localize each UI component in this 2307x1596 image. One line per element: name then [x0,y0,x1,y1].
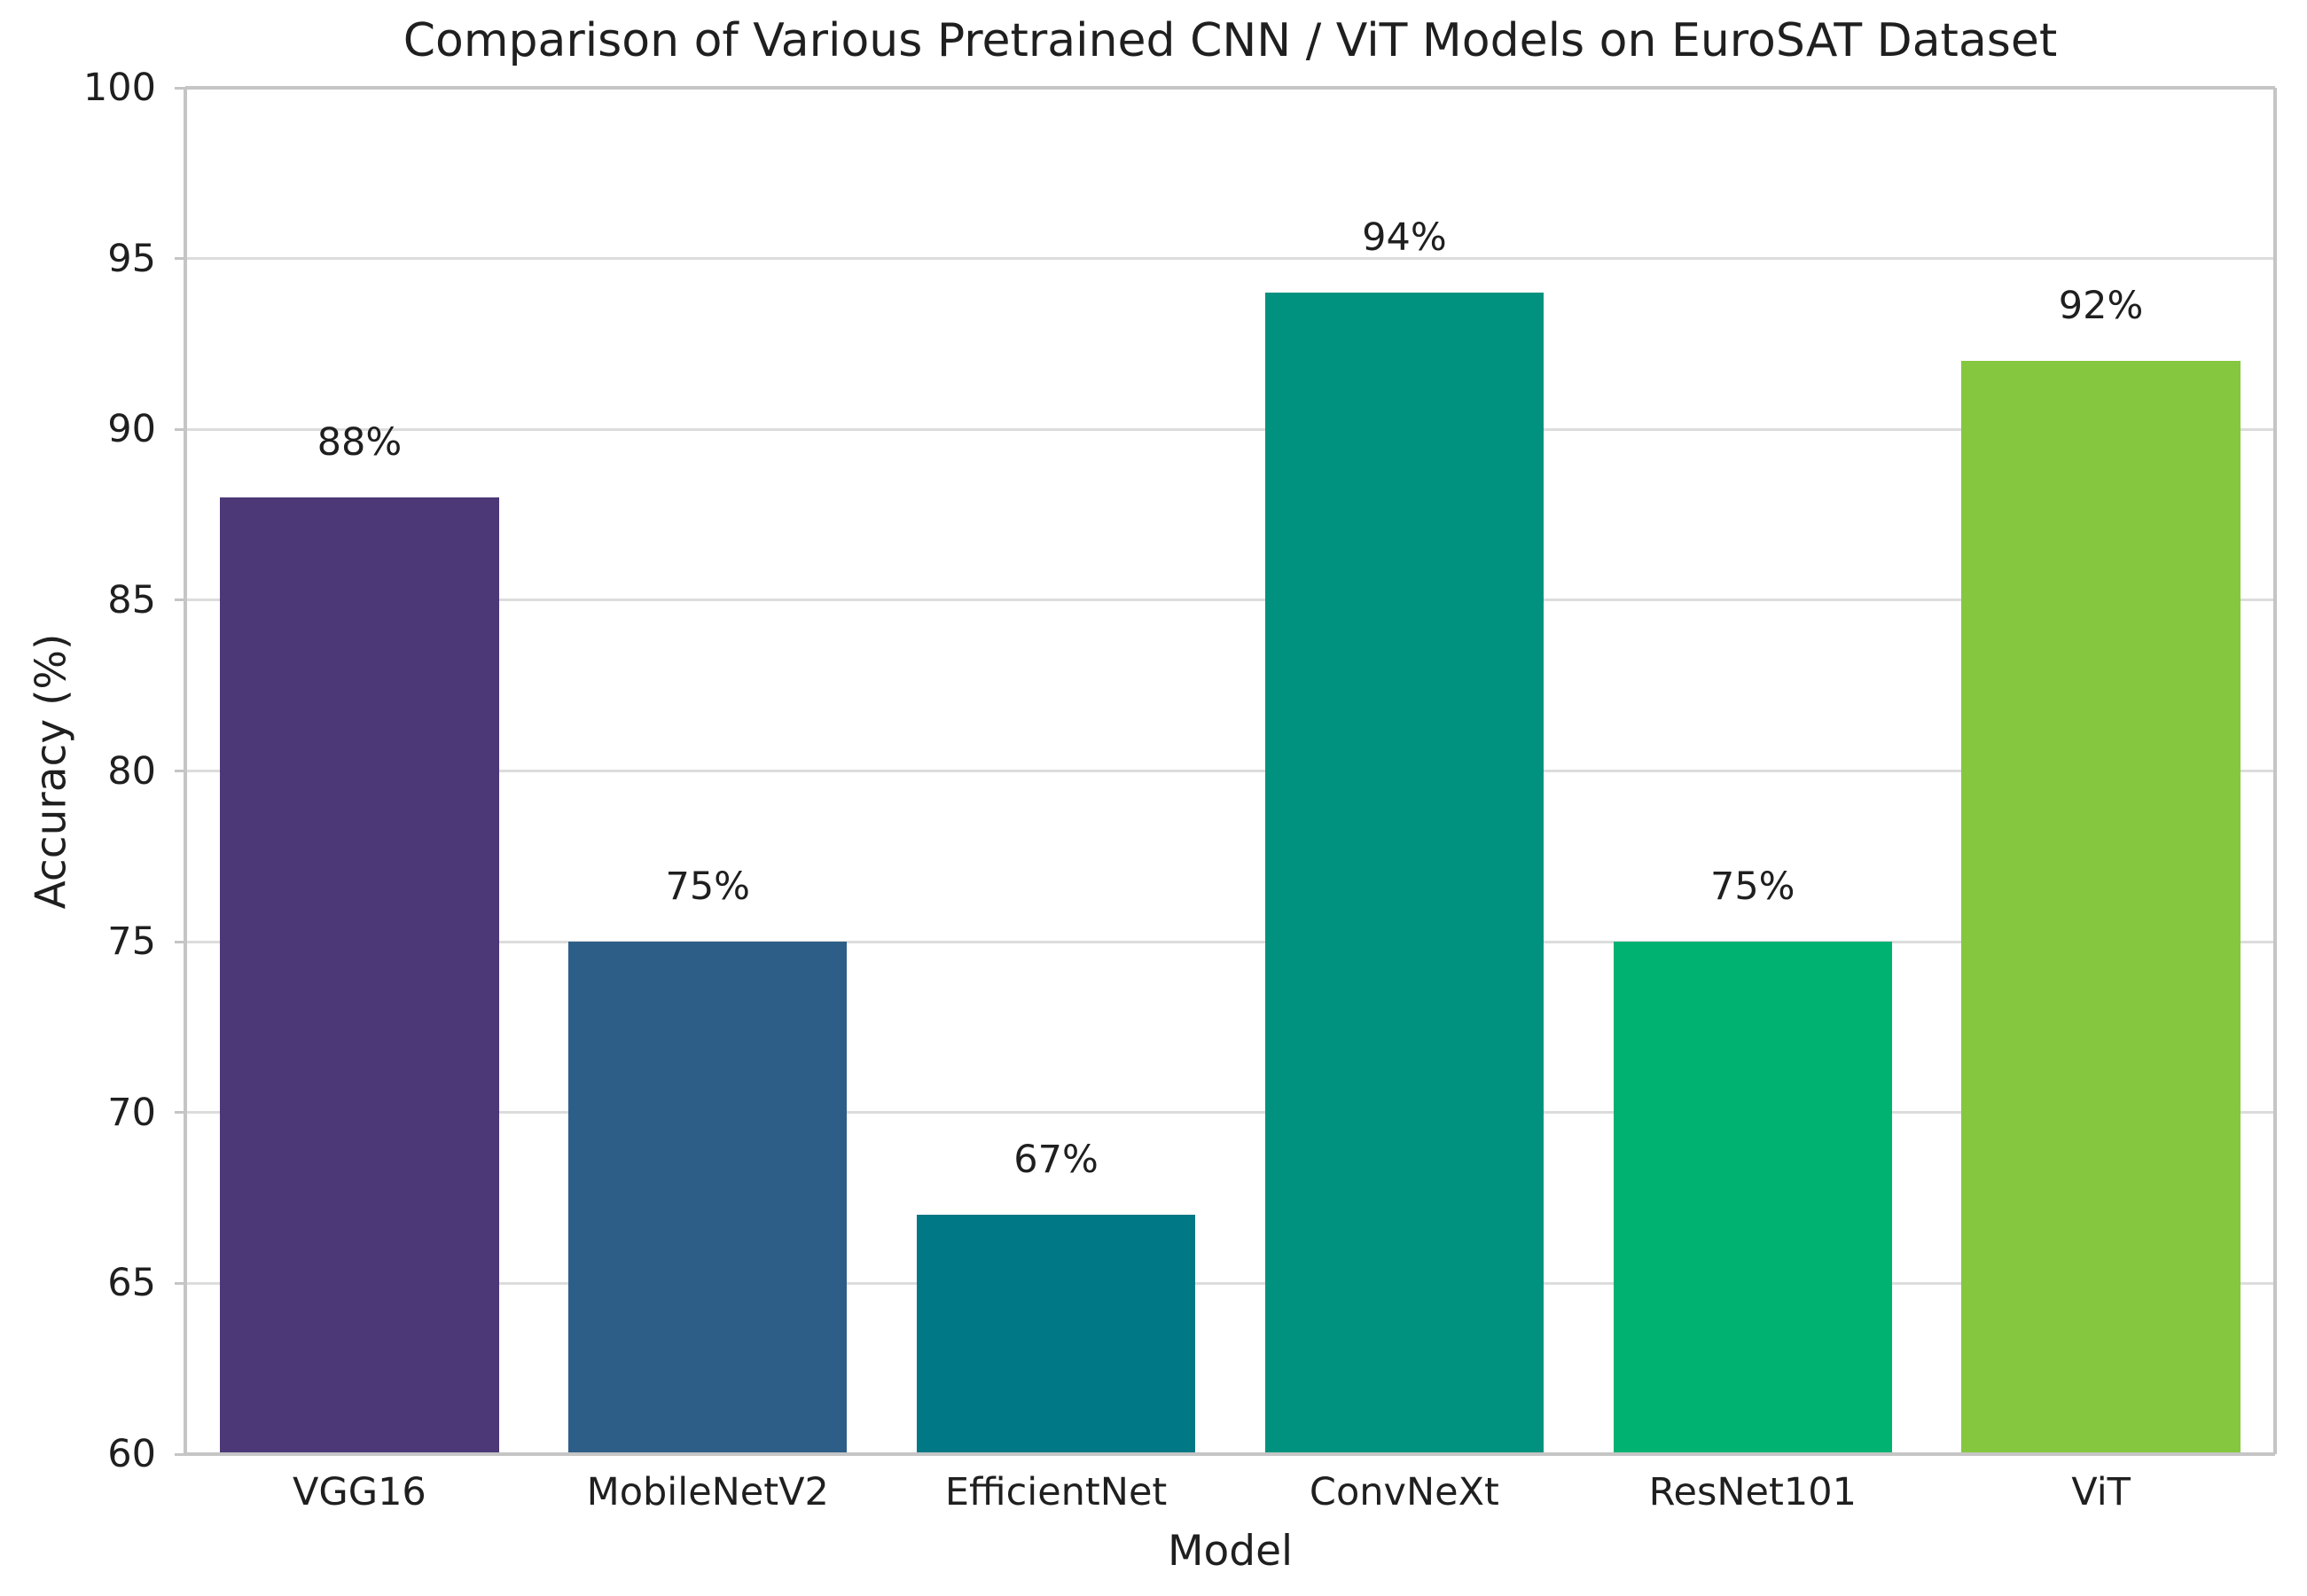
y-tick-mark [175,1452,185,1456]
top-spine [185,86,2275,90]
bar-efficientnet [916,1215,1196,1454]
y-tick-mark [175,257,185,261]
bar-resnet101 [1613,942,1892,1454]
y-gridline [185,770,2275,772]
y-tick-mark [175,1111,185,1115]
x-tick-label-convnext: ConvNeXt [1309,1470,1499,1514]
x-axis-label: Model [1167,1527,1294,1576]
y-tick-label: 75 [107,919,156,965]
y-tick-label: 60 [107,1432,156,1476]
y-gridline [185,257,2275,261]
y-gridline [185,598,2275,602]
bar-value-label: 88% [317,419,403,465]
bar-value-label: 75% [1709,864,1795,909]
y-tick-label: 80 [107,748,156,794]
y-tick-mark [175,598,185,602]
left-spine [184,88,187,1454]
y-tick-mark [175,86,185,90]
y-tick-mark [175,770,185,772]
y-tick-mark [175,1281,185,1285]
y-tick-label: 70 [107,1090,156,1135]
bar-mobilenetv2 [568,942,848,1454]
bar-value-label: 75% [665,864,751,909]
y-gridline [185,940,2275,943]
y-tick-label: 65 [107,1261,156,1306]
x-tick-label-efficientnet: EfficientNet [944,1470,1168,1514]
y-gridline [185,1111,2275,1115]
bar-vit [1961,361,2241,1454]
bar-value-label: 94% [1362,215,1447,260]
chart-title: Comparison of Various Pretrained CNN / V… [403,14,2058,67]
x-tick-label-resnet101: ResNet101 [1648,1470,1857,1514]
y-gridline [185,427,2275,431]
x-tick-label-vgg16: VGG16 [293,1470,426,1514]
bar-value-label: 92% [2058,283,2144,328]
x-tick-label-vit: ViT [2071,1470,2131,1514]
bar-value-label: 67% [1013,1137,1099,1182]
y-tick-mark [175,427,185,431]
y-gridline [185,1281,2275,1285]
bar-convnext [1264,293,1545,1454]
y-tick-label: 90 [107,407,156,452]
x-tick-label-mobilenetv2: MobileNetV2 [586,1470,829,1514]
y-tick-label: 100 [82,66,156,110]
bottom-spine [185,1452,2275,1456]
right-spine [2273,88,2277,1454]
y-tick-label: 85 [107,577,156,622]
y-tick-label: 95 [107,236,156,281]
bar-vgg16 [220,497,499,1454]
y-tick-mark [175,940,185,943]
